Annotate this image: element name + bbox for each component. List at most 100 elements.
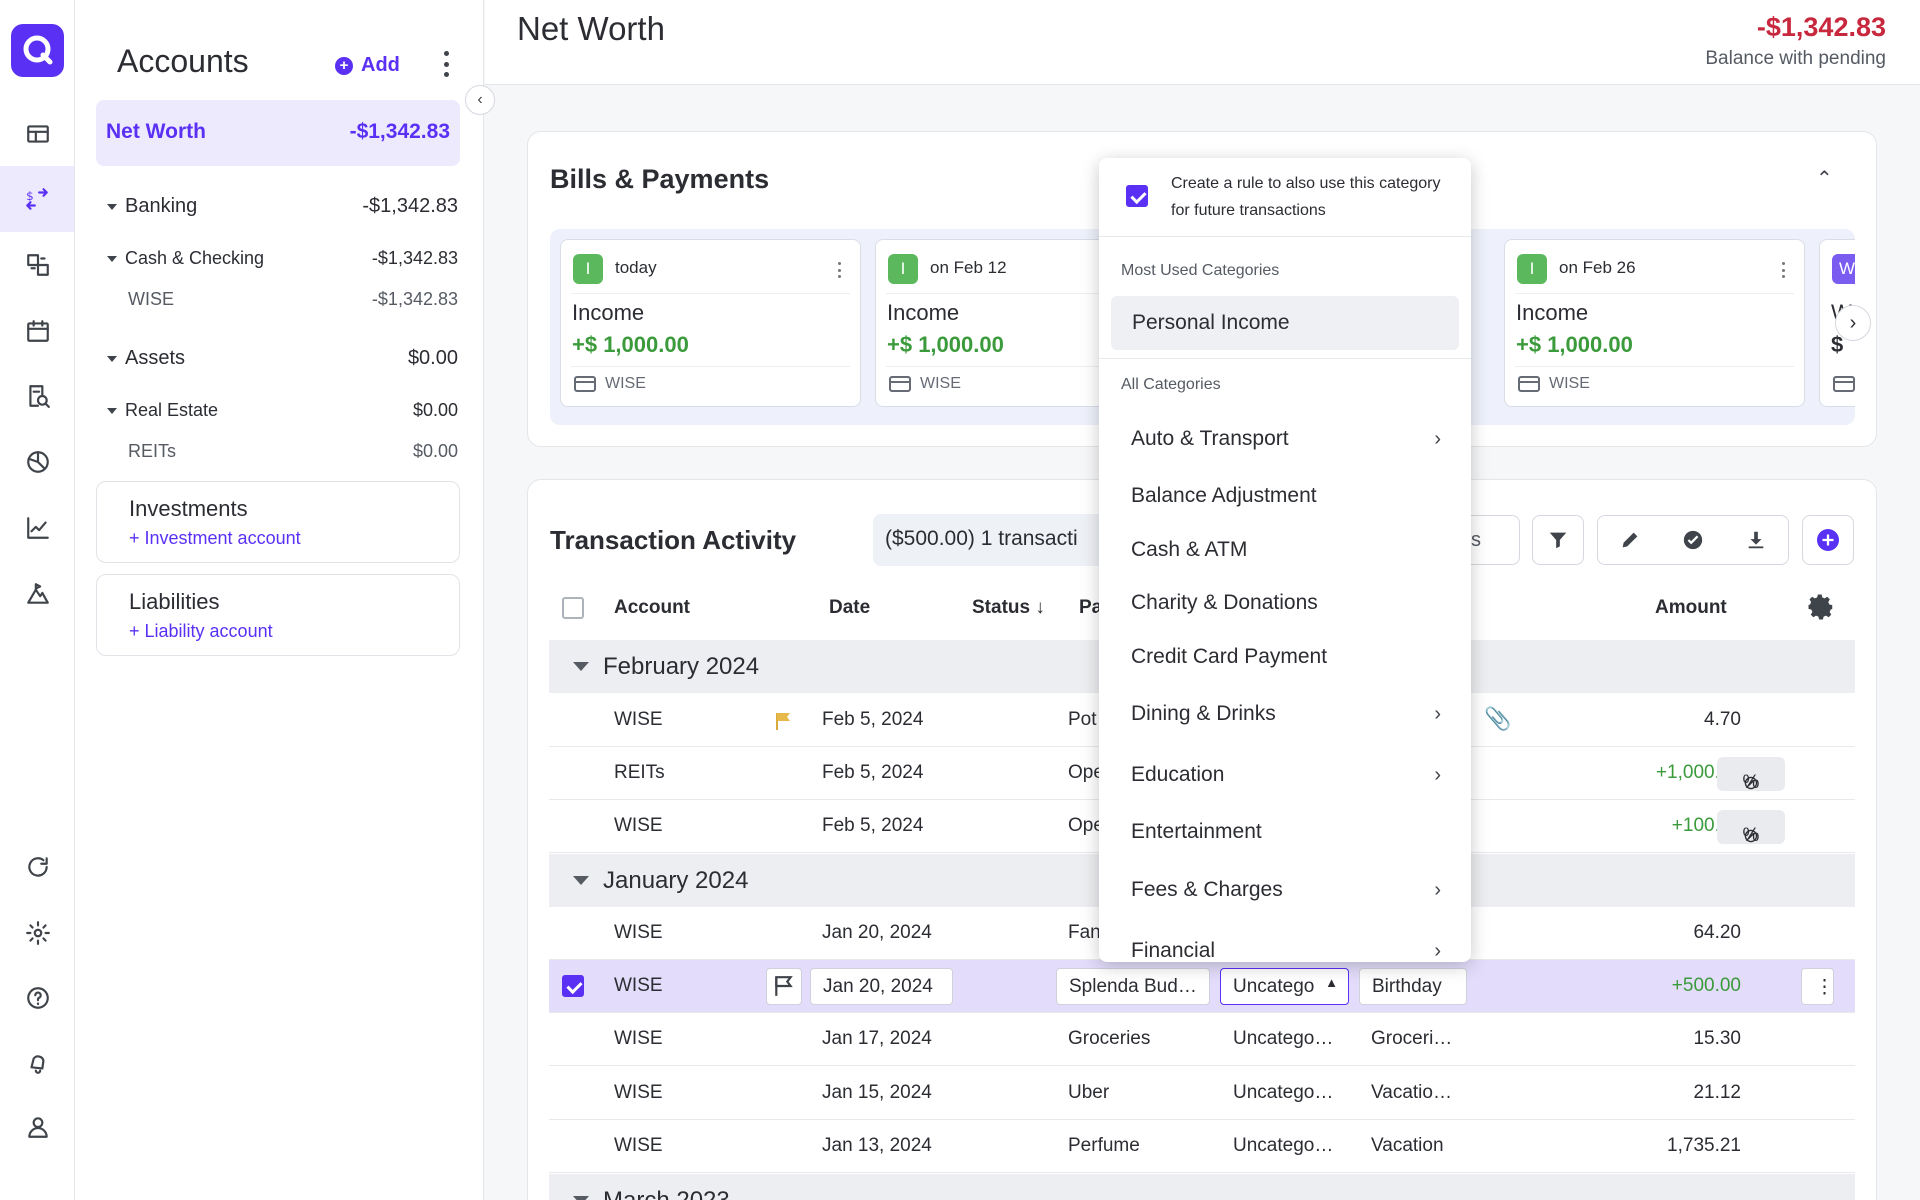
most-used-header: Most Used Categories [1121, 262, 1280, 279]
carousel-next-button[interactable]: › [1835, 305, 1871, 341]
reports-icon[interactable] [19, 377, 57, 415]
bill-card[interactable]: I on Feb 26 Income +$ 1,000.00 WISE [1504, 239, 1805, 407]
bill-menu-icon[interactable] [1782, 262, 1786, 278]
planning-icon[interactable] [19, 443, 57, 481]
transactions-icon[interactable]: $ [0, 166, 74, 232]
add-liability-link[interactable]: + Liability account [129, 621, 273, 641]
category-option[interactable]: Charity & Donations [1131, 591, 1441, 615]
table-row[interactable]: WISE Jan 15, 2024 Uber Uncatego… Vacatio… [549, 1067, 1855, 1120]
real-estate-value: $0.00 [412, 400, 458, 420]
investments-chart-icon[interactable] [19, 509, 57, 547]
category-option[interactable]: Fees & Charges › [1131, 878, 1441, 902]
sort-arrow-down-icon: ↓ [1030, 597, 1045, 618]
wise-account-value: -$1,342.83 [371, 289, 458, 309]
add-investment-link[interactable]: + Investment account [129, 528, 301, 548]
help-icon[interactable] [19, 979, 57, 1017]
bill-due: on Feb 26 [1559, 258, 1636, 277]
net-worth-item[interactable]: Net Worth -$1,342.83 [96, 100, 460, 166]
reits-account-item[interactable]: REITs [128, 441, 177, 461]
month-group-header[interactable]: March 2023 [549, 1174, 1855, 1200]
collapse-panel-button[interactable]: ‹ [465, 85, 495, 115]
credit-card-icon [574, 376, 596, 392]
credit-card-icon [889, 376, 911, 392]
date-field[interactable]: Jan 20, 2024 [810, 968, 953, 1005]
category-option[interactable]: Balance Adjustment [1131, 484, 1441, 508]
col-payee[interactable]: Pa [1079, 597, 1103, 618]
row-category: Uncatego… [1233, 1135, 1334, 1156]
create-rule-checkbox[interactable] [1126, 185, 1148, 207]
col-account[interactable]: Account [614, 597, 690, 618]
banking-group[interactable]: Banking [107, 195, 197, 218]
row-date: Feb 5, 2024 [822, 815, 924, 836]
col-amount[interactable]: Amount [1655, 597, 1727, 618]
bill-amount: +$ 1,000.00 [1516, 332, 1633, 357]
bill-name: Income [572, 300, 645, 325]
edit-icon[interactable] [1619, 529, 1641, 551]
chevron-up-icon[interactable]: ⌃ [1816, 168, 1833, 190]
category-option[interactable]: Auto & Transport › [1131, 427, 1441, 451]
app-logo-icon[interactable] [11, 24, 64, 77]
category-option[interactable]: Credit Card Payment [1131, 645, 1441, 669]
goals-icon[interactable] [19, 575, 57, 613]
filter-button[interactable] [1532, 515, 1584, 565]
hide-icon[interactable]: ⊘ [1743, 826, 1759, 847]
row-account: WISE [614, 815, 663, 836]
header-balance: -$1,342.83 [1756, 12, 1886, 42]
col-date[interactable]: Date [829, 597, 871, 618]
category-option[interactable]: Education › [1131, 763, 1441, 787]
add-account-button[interactable]: + Add [335, 54, 400, 77]
bill-account: WISE [605, 375, 646, 392]
assets-group[interactable]: Assets [107, 347, 185, 370]
split-icon[interactable]: % [1742, 772, 1760, 793]
col-status-label: Status [972, 597, 1031, 618]
row-payee: Uber [1068, 1082, 1110, 1103]
flag-icon[interactable] [775, 711, 793, 731]
payee-field[interactable]: Splenda Bud… [1056, 968, 1210, 1005]
chevron-right-icon: › [1849, 311, 1857, 334]
create-rule-label[interactable]: Create a rule to also use this category … [1171, 175, 1441, 219]
refresh-icon[interactable] [19, 848, 57, 886]
row-amount: +500.00 [1671, 975, 1741, 996]
table-row-selected[interactable]: WISE Jan 20, 2024 Splenda Bud… Uncatego ▲… [549, 960, 1855, 1013]
row-amount: 15.30 [1693, 1028, 1741, 1049]
add-transaction-button[interactable] [1802, 515, 1854, 565]
select-all-checkbox[interactable] [562, 597, 584, 619]
cash-checking-group[interactable]: Cash & Checking [107, 248, 264, 269]
category-option-highlighted[interactable]: Personal Income [1111, 296, 1459, 350]
category-option[interactable]: Financial › [1131, 939, 1441, 962]
row-account: REITs [614, 762, 665, 783]
paperclip-icon[interactable]: 📎 [1484, 706, 1512, 731]
row-payee: Fan [1068, 922, 1101, 943]
profile-icon[interactable] [19, 1108, 57, 1146]
bill-menu-icon[interactable] [838, 262, 842, 278]
tags-field[interactable]: Birthday [1359, 968, 1467, 1005]
table-row[interactable]: WISE Jan 13, 2024 Perfume Uncatego… Vaca… [549, 1120, 1855, 1173]
mark-reviewed-icon[interactable] [1682, 529, 1704, 551]
row-quick-actions: % ⊘ [1717, 757, 1785, 794]
chevron-right-icon: › [1434, 940, 1441, 962]
category-option-label: Education [1131, 763, 1225, 786]
download-icon[interactable] [1745, 529, 1767, 551]
category-option[interactable]: Dining & Drinks › [1131, 702, 1441, 726]
row-menu-icon[interactable]: ⋮ [1801, 968, 1834, 1005]
category-option-label: Entertainment [1131, 820, 1262, 843]
category-option[interactable]: Entertainment [1131, 820, 1441, 844]
hide-icon[interactable]: ⊘ [1743, 773, 1759, 794]
category-select[interactable]: Uncatego ▲ [1220, 968, 1349, 1005]
dashboard-icon[interactable] [19, 115, 57, 153]
settings-icon[interactable] [19, 914, 57, 952]
table-row[interactable]: WISE Jan 17, 2024 Groceries Uncatego… Gr… [549, 1013, 1855, 1066]
bill-card[interactable]: I today Income +$ 1,000.00 WISE [560, 239, 861, 407]
more-options-icon[interactable] [439, 51, 453, 77]
row-checkbox[interactable] [562, 975, 584, 997]
table-settings-icon[interactable] [1806, 592, 1836, 627]
calendar-icon[interactable] [19, 312, 57, 350]
wise-account-item[interactable]: WISE [128, 289, 175, 309]
budget-icon[interactable] [19, 246, 57, 284]
split-icon[interactable]: % [1742, 825, 1760, 846]
category-option[interactable]: Cash & ATM [1131, 538, 1441, 562]
real-estate-group[interactable]: Real Estate [107, 400, 218, 421]
col-status[interactable]: Status ↓ [972, 597, 1045, 619]
notifications-icon[interactable] [19, 1044, 57, 1082]
flag-toggle[interactable] [766, 968, 802, 1005]
